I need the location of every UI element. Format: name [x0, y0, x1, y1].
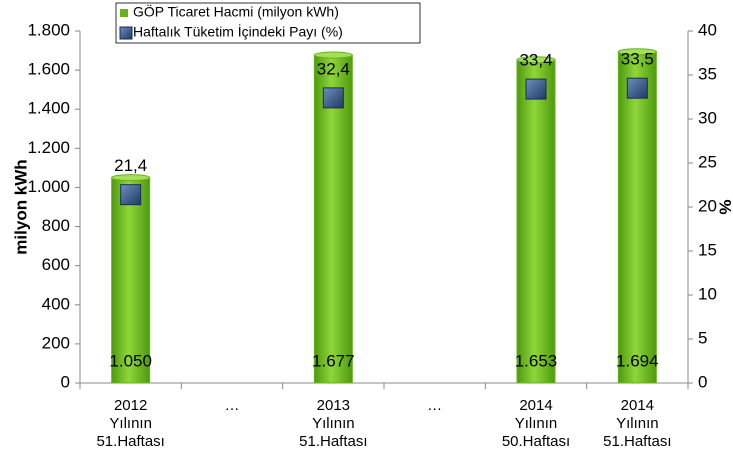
x-tick-label: 2014 Yılının 50.Haftası — [501, 397, 571, 450]
legend-swatch — [120, 9, 128, 17]
y-axis-label: milyon kWh — [11, 159, 30, 254]
bar-top — [516, 56, 556, 64]
data-label: 33,4 — [519, 51, 552, 70]
data-label: 33,5 — [621, 50, 654, 69]
y-tick-label: 1.800 — [27, 20, 70, 39]
bar — [111, 177, 151, 384]
data-label: 1.653 — [515, 351, 558, 370]
y2-tick-label: 0 — [698, 372, 707, 391]
bar — [313, 54, 353, 384]
y-tick-label: 0 — [61, 372, 70, 391]
y2-tick-label: 15 — [698, 240, 717, 259]
bar — [617, 51, 657, 384]
y2-tick-label: 10 — [698, 284, 717, 303]
y-tick-label: 600 — [42, 255, 70, 274]
y-tick-label: 1.200 — [27, 138, 70, 157]
data-label: 21,4 — [114, 156, 147, 175]
y2-tick-label: 35 — [698, 64, 717, 83]
marker — [525, 78, 547, 100]
marker — [322, 87, 344, 109]
legend-swatch — [119, 26, 133, 40]
y-tick-label: 1.600 — [27, 60, 70, 79]
data-label: 32,4 — [317, 59, 350, 78]
data-label: 1.050 — [109, 351, 152, 370]
legend-label: GÖP Ticaret Hacmi (milyon kWh) — [133, 3, 339, 20]
bar-top — [111, 174, 151, 182]
y2-tick-label: 40 — [698, 20, 717, 39]
y-tick-label: 400 — [42, 294, 70, 313]
x-tick-label: 2014 Yılının 51.Haftası — [603, 397, 672, 450]
data-label: 1.677 — [312, 351, 355, 370]
bar-top — [617, 48, 657, 56]
y-tick-label: 1.000 — [27, 177, 70, 196]
marker — [120, 184, 142, 206]
y2-tick-label: 30 — [698, 108, 717, 127]
legend-label: Haftalık Tüketim İçindeki Payı (%) — [133, 23, 343, 40]
bar-top — [313, 51, 353, 59]
y2-tick-label: 20 — [698, 196, 717, 215]
marker — [626, 77, 648, 99]
y2-tick-label: 25 — [698, 152, 717, 171]
x-tick-label: 2013 Yılının 51.Haftası — [299, 397, 368, 450]
x-tick-label: 2012 Yılının 51.Haftası — [96, 397, 165, 450]
y2-tick-label: 5 — [698, 328, 707, 347]
y-tick-label: 800 — [42, 216, 70, 235]
y-tick-label: 200 — [42, 333, 70, 352]
y2-axis-label: % — [716, 199, 733, 214]
y-tick-label: 1.400 — [27, 99, 70, 118]
x-tick-label: … — [427, 397, 443, 414]
legend-box — [115, 2, 421, 44]
data-label: 1.694 — [616, 351, 659, 370]
bar — [516, 59, 556, 384]
x-tick-label: … — [224, 397, 240, 414]
